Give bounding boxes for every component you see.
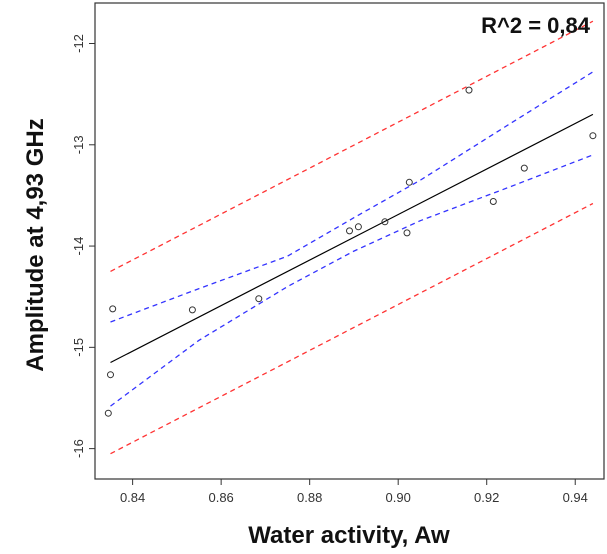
data-point <box>465 86 473 94</box>
fit-layer <box>110 113 594 364</box>
data-point <box>188 306 196 314</box>
data-point <box>403 229 411 237</box>
data-point <box>346 227 353 235</box>
x-axis-title: Water activity, Aw <box>248 522 450 549</box>
y-tick-label: -12 <box>71 34 86 53</box>
data-point <box>354 223 362 231</box>
x-tick-label: 0.90 <box>386 490 411 505</box>
regression-line <box>110 113 594 364</box>
data-point <box>107 371 114 379</box>
confidence-band-lower <box>110 154 594 407</box>
confidence-band-upper <box>110 71 594 323</box>
x-tick-label: 0.86 <box>208 490 233 505</box>
x-axis: 0.84 0.86 0.88 0.90 0.92 0.94 <box>120 479 588 505</box>
y-axis-title: Amplitude at 4,93 GHz <box>22 118 49 371</box>
points-layer <box>104 86 597 417</box>
data-point <box>520 164 528 172</box>
data-point <box>489 198 497 205</box>
x-tick-label: 0.88 <box>297 490 322 505</box>
prediction-band-lower <box>110 202 594 455</box>
x-tick-label: 0.94 <box>563 490 588 505</box>
data-point <box>255 295 263 303</box>
plot-frame <box>94 2 605 480</box>
data-point <box>405 178 413 186</box>
data-point <box>381 218 389 226</box>
bands-layer <box>110 20 594 455</box>
r-squared-annotation: R^2 = 0,84 <box>481 13 591 38</box>
y-tick-label: -16 <box>71 439 86 458</box>
y-tick-label: -13 <box>71 135 86 154</box>
data-point <box>109 305 117 313</box>
x-tick-label: 0.84 <box>120 490 145 505</box>
prediction-band-upper <box>110 20 594 272</box>
data-point <box>104 409 112 417</box>
y-tick-label: -15 <box>71 338 86 357</box>
data-point <box>589 132 597 140</box>
y-axis: -16 -15 -14 -13 -12 <box>71 34 95 458</box>
x-tick-label: 0.92 <box>474 490 499 505</box>
y-tick-label: -14 <box>71 237 86 256</box>
